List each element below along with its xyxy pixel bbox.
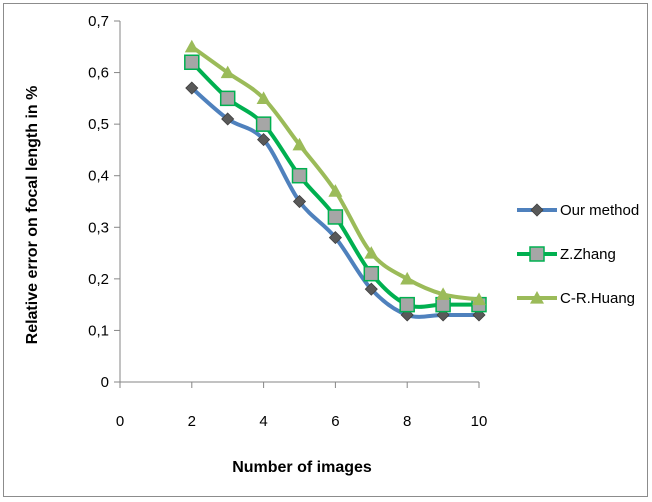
data-point (184, 39, 199, 53)
y-tick-label: 0 (101, 374, 109, 391)
data-point (472, 292, 486, 306)
series-line (189, 86, 481, 319)
data-point (363, 265, 380, 282)
x-tick-label: 8 (403, 413, 411, 430)
series-layer (184, 39, 487, 322)
y-tick-label: 0,7 (88, 13, 109, 30)
data-point (399, 296, 415, 313)
data-point (256, 91, 271, 104)
data-point (364, 282, 378, 296)
y-tick-label: 0,1 (88, 322, 109, 339)
legend-entry: Our method (517, 202, 639, 219)
data-point (220, 65, 235, 79)
legend-label: C-R.Huang (560, 290, 635, 307)
data-point (185, 81, 199, 95)
data-point (221, 112, 235, 126)
data-point (184, 54, 200, 71)
x-tick-label: 4 (259, 413, 267, 430)
y-axis-title: Relative error on focal length in % (24, 86, 41, 345)
series-line (189, 44, 481, 302)
y-tick-label: 0,5 (88, 116, 109, 133)
data-point (219, 90, 236, 107)
y-tick-label: 0,3 (88, 219, 109, 236)
legend-label: Z.Zhang (560, 246, 616, 263)
legend-entry: C-R.Huang (517, 290, 635, 307)
y-tick-label: 0,6 (88, 65, 109, 82)
x-axis-title: Number of images (232, 459, 372, 476)
y-tick-label: 0,2 (88, 271, 109, 288)
x-tick-label: 0 (116, 413, 124, 430)
data-point (292, 194, 307, 209)
data-point (292, 137, 307, 151)
x-tick-label: 2 (188, 413, 196, 430)
data-point (257, 133, 271, 147)
legend-marker (529, 246, 545, 262)
x-tick-label: 10 (471, 413, 488, 430)
data-point (400, 271, 415, 285)
legend: Our method Z.Zhang C-R.Huang (517, 202, 639, 307)
legend-label: Our method (560, 202, 639, 219)
data-point (436, 287, 451, 300)
data-point (327, 209, 344, 225)
y-tick-label: 0,4 (88, 168, 109, 185)
data-point (255, 116, 272, 132)
series-our-method (185, 81, 486, 322)
series-z-zhang (184, 54, 487, 313)
legend-marker (530, 203, 544, 217)
data-point (328, 184, 343, 197)
data-point (328, 231, 342, 245)
legend-entry: Z.Zhang (517, 246, 616, 263)
legend-marker (530, 291, 544, 304)
axes: 0 0,1 0,2 0,3 0,4 0,5 0,6 0,7 0 2 4 6 8 10 (88, 13, 487, 430)
data-point (291, 167, 308, 184)
series-c-r-huang (184, 39, 486, 306)
x-tick-label: 6 (331, 413, 339, 430)
data-point (364, 246, 379, 259)
